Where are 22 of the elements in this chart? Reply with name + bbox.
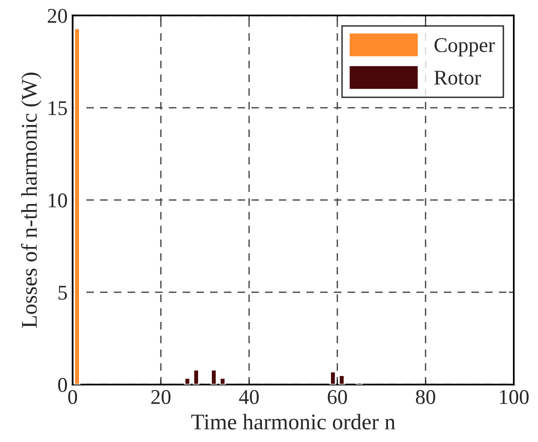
y-axis-title: Losses of n-th harmonic (W): [21, 72, 42, 328]
x-tick-label: 40: [239, 390, 259, 404]
x-tick-label: 60: [328, 390, 347, 404]
legend-label: Copper: [434, 38, 495, 56]
bar: [219, 377, 226, 385]
bar: [330, 370, 336, 385]
bar: [210, 369, 218, 385]
y-tick-label: 10: [48, 193, 67, 208]
bar: [184, 377, 191, 385]
x-tick-label: 0: [68, 390, 78, 404]
y-tick-label: 15: [48, 101, 67, 116]
bar: [192, 369, 200, 385]
y-tick-label: 0: [58, 378, 67, 392]
y-tick-label: 20: [48, 8, 67, 23]
x-tick-label: 80: [416, 390, 436, 404]
x-axis-title: Time harmonic order n: [191, 414, 396, 430]
x-tick-label: 20: [151, 390, 170, 404]
y-tick-label: 5: [58, 286, 67, 300]
x-tick-label: 100: [500, 390, 529, 404]
legend-label: Rotor: [434, 70, 481, 85]
bar: [74, 28, 80, 385]
bar: [338, 374, 346, 385]
